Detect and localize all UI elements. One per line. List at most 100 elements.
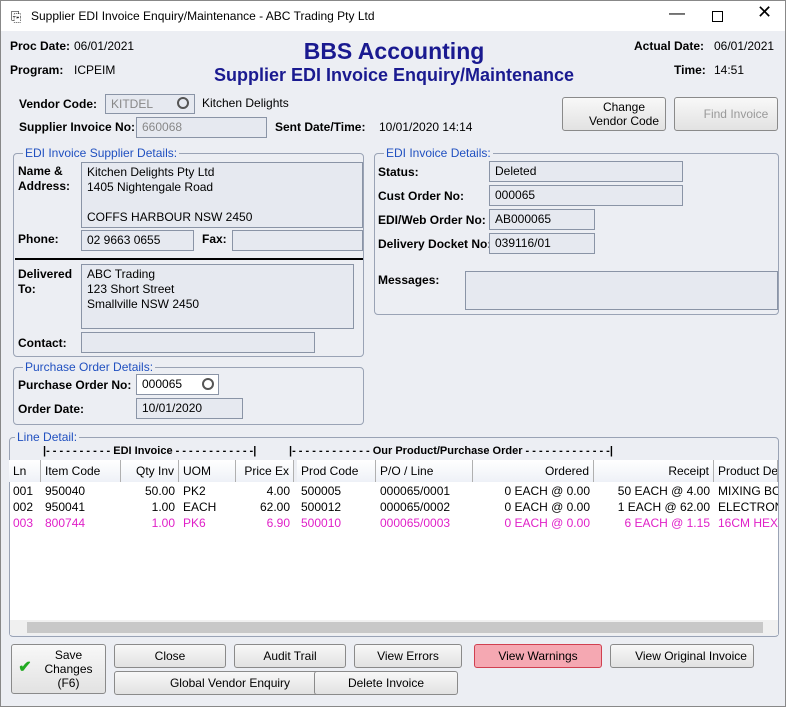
cell: 001 [13,484,34,498]
legend: EDI Invoice Details: [384,146,493,160]
text-line: 123 Short Street [87,282,175,296]
grid [10,482,778,620]
label: EDI/Web Order No: [378,213,486,227]
input[interactable]: 02 9663 0655 [81,230,194,251]
input[interactable] [232,230,363,251]
column-header: Receipt [594,460,714,482]
group-header: |- - - - - - - - - - EDI Invoice - - - -… [43,445,257,457]
input[interactable]: 000065 [136,374,219,395]
label: Messages: [378,273,440,287]
input[interactable] [81,332,315,353]
group [13,153,364,357]
button[interactable]: Global Vendor Enquiry [114,671,346,695]
input[interactable]: 660068 [136,117,267,138]
group [13,367,364,425]
textarea[interactable] [465,271,778,310]
search-icon[interactable] [202,378,214,390]
minimize[interactable]: — [669,5,685,22]
app-title: BBS Accounting [303,38,485,64]
group [9,437,779,637]
label: Delivery Docket No: [378,237,492,251]
cell: 500005 [301,484,342,498]
cell: 000065/0001 [380,484,451,498]
column-header: Prod Code [297,460,376,482]
button[interactable]: Find Invoice [674,97,778,131]
legend: EDI Invoice Supplier Details: [23,146,180,160]
label: Proc Date: [10,39,71,53]
cell: 800744 [45,516,86,530]
input[interactable]: KITDEL [105,94,195,114]
scroll-thumb[interactable] [27,622,763,633]
app-icon: ⎘ [11,9,22,24]
button[interactable]: Delete Invoice [314,671,458,695]
maximize[interactable] [712,11,723,22]
group-header: |- - - - - - - - - - - - Our Product/Pur… [289,445,613,457]
column-header: Price Ex [236,460,294,482]
button[interactable]: Change Vendor Code [562,97,666,131]
label: Name & Address: [18,164,71,193]
separator [15,258,363,260]
label: Program: [10,63,64,77]
close-window[interactable]: ✕ [757,2,773,22]
column-header: P/O / Line [376,460,473,482]
text-line: Smallville NSW 2450 [87,297,200,311]
value: 06/01/2021 [74,39,135,53]
cell: 50 EACH @ 4.00 [617,484,710,498]
button[interactable]: View Original Invoice [610,644,754,668]
cell: 0 EACH @ 0.00 [504,484,590,498]
column-header: UOM [179,460,236,482]
legend: Line Detail: [15,430,80,444]
label: Cust Order No: [378,189,465,203]
cell: 002 [13,500,34,514]
text-line: COFFS HARBOUR NSW 2450 [87,210,253,224]
input[interactable]: Deleted [489,161,683,182]
input[interactable]: 039116/01 [489,233,595,254]
button[interactable]: Close [114,644,226,668]
input[interactable]: 10/01/2020 [136,398,243,419]
textarea[interactable]: Kitchen Delights Pty Ltd 1405 Nightengale… [81,162,363,228]
value: 10/01/2020 14:14 [379,120,473,134]
cell: EACH [183,500,217,514]
search-icon[interactable] [177,97,189,109]
column-header: Qty Inv [121,460,179,482]
label: Order Date: [18,402,85,416]
textarea[interactable]: ABC Trading 123 Short Street Smallville NS… [81,264,354,329]
label: Time: [674,63,706,77]
cell: 000065/0002 [380,500,451,514]
label: Fax: [202,232,227,246]
cell: 1 EACH @ 62.00 [617,500,710,514]
value: 14:51 [714,63,745,77]
cell: 0 EACH @ 0.00 [504,500,590,514]
title-bar [1,1,785,31]
cell: 000065/0003 [380,516,451,530]
label: Supplier Invoice No: [19,120,136,134]
cell: 62.00 [259,500,290,514]
text-line: Kitchen Delights Pty Ltd [87,165,215,179]
label: Purchase Order No: [18,378,132,392]
cell: 1.00 [151,500,175,514]
button[interactable]: View Errors [354,644,462,668]
cell: PK6 [183,516,206,530]
value: ICPEIM [74,63,116,77]
cell: 500010 [301,516,342,530]
value: 06/01/2021 [714,39,775,53]
cell: MIXING BOWL [718,484,778,498]
label: Status: [378,165,419,179]
label: Contact: [18,336,67,350]
column-header: Item Code [41,460,121,482]
column-header: Ln [9,460,41,482]
input[interactable]: AB000065 [489,209,595,230]
button[interactable]: View Warnings [474,644,602,668]
input[interactable]: 000065 [489,185,683,206]
label: Vendor Code: [19,97,98,111]
cell: 6.90 [266,516,290,530]
label: Sent Date/Time: [275,120,366,134]
button[interactable]: Audit Trail [234,644,346,668]
cell: 16CM HEX [718,516,778,530]
cell: 0 EACH @ 0.00 [504,516,590,530]
cell: 4.00 [266,484,290,498]
cell: 003 [13,516,34,530]
label: Actual Date: [634,39,705,53]
button[interactable]: Save Changes (F6) ✔ [11,644,106,694]
